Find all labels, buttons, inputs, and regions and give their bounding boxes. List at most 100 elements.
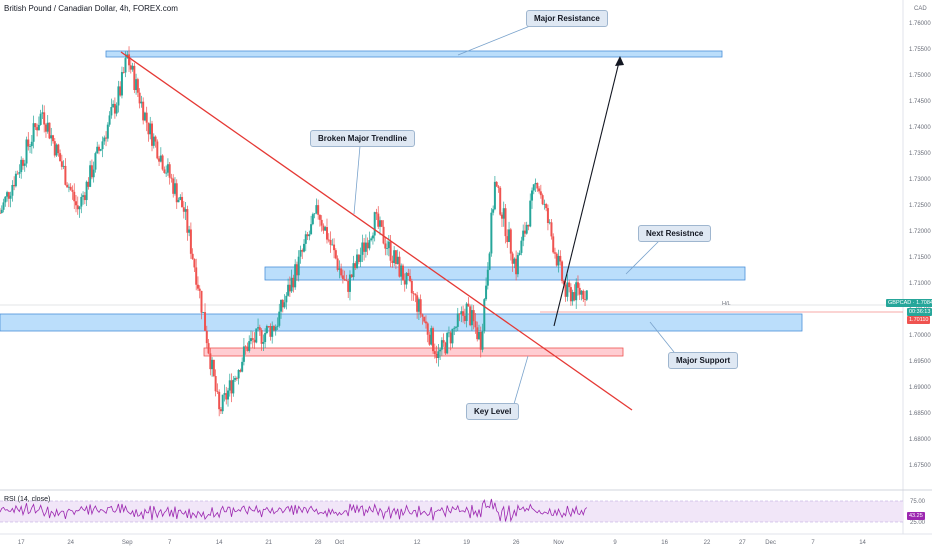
candle-body	[562, 280, 565, 285]
major-trendline[interactable]	[120, 51, 633, 411]
next-resistance-zone[interactable]	[264, 266, 746, 281]
y-tick-label: 1.74500	[909, 99, 931, 105]
candle-body	[55, 144, 58, 156]
candle-body	[241, 361, 244, 372]
candle-body	[64, 165, 67, 185]
price-axis[interactable]: 1.76000 1.75500 1.75000 1.74500 1.74000 1.735…	[909, 21, 931, 469]
candle-body	[456, 313, 459, 327]
major-support-zone[interactable]	[0, 313, 803, 332]
candle-body	[479, 331, 482, 350]
candle-body	[329, 239, 332, 245]
candle-body	[396, 256, 399, 264]
candle-body	[175, 183, 178, 203]
countdown-tag: 00:36:13	[907, 308, 932, 316]
candle-body	[303, 243, 306, 252]
candle-body	[209, 353, 212, 370]
candle-body	[518, 252, 521, 256]
candle-body	[2, 202, 5, 210]
candle-body	[96, 146, 99, 154]
projection-arrow[interactable]	[553, 57, 621, 327]
candle-body	[490, 212, 493, 254]
candle-body	[375, 212, 378, 214]
candle-body	[575, 282, 578, 301]
candle-body	[239, 370, 242, 372]
candle-body	[424, 321, 427, 324]
y-tick-label: 1.73500	[909, 151, 931, 157]
candle-body	[334, 250, 337, 259]
candle-body	[497, 186, 500, 188]
candle-body	[553, 252, 556, 254]
candle-body	[516, 255, 519, 275]
rsi-tick-label: 75.00	[910, 499, 926, 505]
candle-body	[52, 135, 55, 142]
candle-body	[106, 124, 109, 139]
candle-body	[447, 332, 450, 334]
candle-body	[350, 274, 353, 278]
x-tick-label: Dec	[765, 540, 776, 546]
candle-body	[218, 391, 221, 410]
y-tick-label: 1.68000	[909, 437, 931, 443]
candle-body	[149, 123, 152, 135]
candle-body	[237, 370, 240, 379]
candle-body	[377, 213, 380, 227]
candle-body	[278, 311, 281, 326]
candle-body	[412, 293, 415, 295]
candle-body	[143, 112, 146, 121]
time-axis[interactable]: 17 24 Sep 7 14 21 28 Oct 12 19 26 Nov 9 16 22 27 Dec 7 14	[18, 540, 867, 546]
candle-body	[186, 209, 189, 233]
candle-body	[299, 250, 302, 257]
candle-body	[67, 186, 70, 188]
rsi-axis: 75.00 25.00	[910, 499, 926, 526]
candle-body	[348, 274, 351, 292]
candle-body	[216, 391, 219, 393]
x-tick-label: 24	[67, 540, 74, 546]
candle-body	[469, 306, 472, 326]
candle-body	[21, 159, 24, 166]
candle-body	[386, 248, 389, 249]
candle-body	[363, 242, 366, 252]
candle-body	[119, 86, 122, 96]
candle-body	[325, 227, 328, 240]
candle-body	[172, 178, 175, 194]
candle-body	[578, 287, 581, 295]
x-tick-label: 22	[704, 540, 711, 546]
currency-label: CAD	[914, 6, 927, 12]
candle-body	[343, 278, 346, 281]
candle-body	[463, 315, 466, 322]
candle-body	[384, 243, 387, 249]
candle-body	[502, 208, 505, 219]
candle-body	[366, 242, 369, 249]
major-support-pointer	[649, 321, 675, 353]
candle-body	[539, 191, 542, 196]
candle-body	[304, 234, 307, 244]
candle-body	[30, 141, 33, 147]
major-resistance-zone[interactable]	[105, 50, 723, 58]
key-level-zone[interactable]	[203, 347, 624, 357]
candle-body	[234, 378, 237, 380]
candle-body	[251, 338, 254, 340]
candle-body	[460, 311, 463, 315]
x-tick-label: 7	[168, 540, 172, 546]
symbol-price-tag[interactable]: GBPCAD · 1.70840	[886, 299, 932, 307]
x-tick-label: Nov	[553, 540, 564, 546]
candle-body	[403, 280, 406, 285]
rsi-tick-label: 25.00	[910, 520, 926, 526]
candle-body	[345, 280, 348, 281]
candle-body	[548, 222, 551, 224]
x-tick-label: 28	[315, 540, 322, 546]
candle-body	[327, 239, 330, 241]
candle-body	[4, 196, 7, 203]
candle-body	[453, 327, 456, 329]
candle-body	[401, 265, 404, 281]
next-resistance-pointer	[625, 239, 661, 275]
candle-body	[267, 326, 270, 327]
candle-body	[380, 220, 383, 227]
candle-body	[228, 380, 231, 391]
candle-body	[189, 229, 192, 254]
candle-body	[361, 242, 364, 255]
candle-body	[242, 346, 245, 362]
candle-body	[391, 260, 394, 263]
candle-body	[41, 112, 44, 114]
candle-body	[379, 220, 382, 227]
